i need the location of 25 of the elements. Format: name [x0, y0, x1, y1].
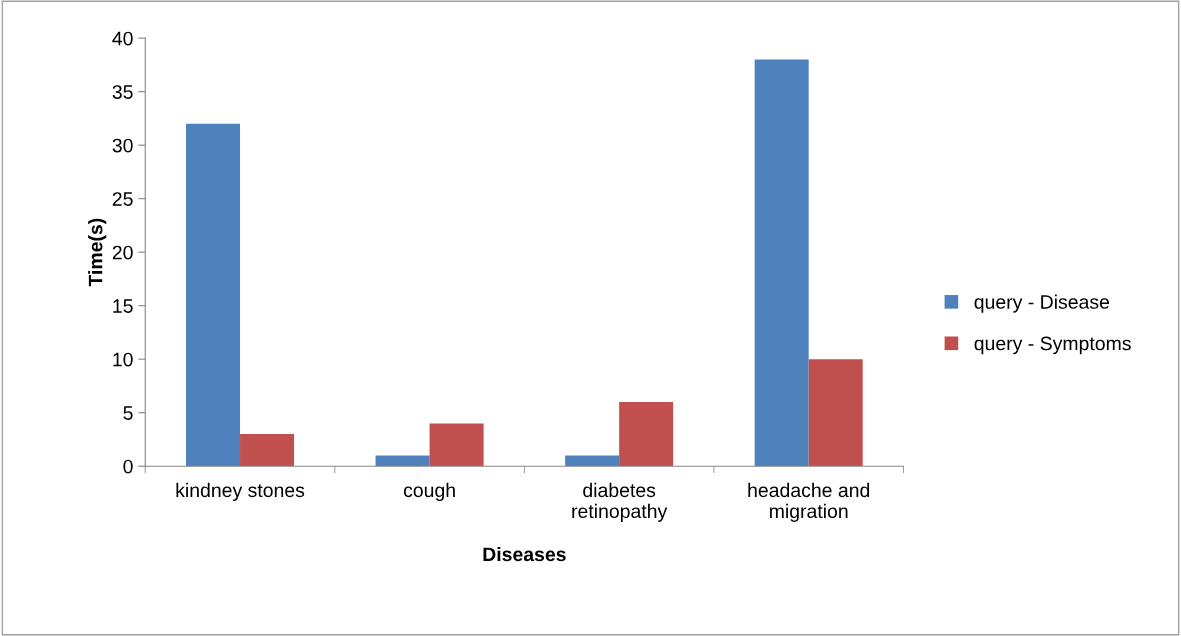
y-tick-label: 35: [112, 85, 133, 99]
x-tick-label: kindney stones: [176, 482, 305, 501]
x-tick-label: diabetes retinopathy: [572, 482, 668, 522]
legend-label: query - Disease: [974, 294, 1110, 313]
y-axis-title: Time(s): [88, 218, 107, 287]
legend-label: query - Symptoms: [974, 336, 1131, 355]
y-tick-label: 5: [123, 406, 133, 420]
bar: [808, 359, 863, 467]
bar: [375, 455, 430, 467]
y-tick-label: 40: [112, 31, 133, 46]
bar: [565, 455, 620, 467]
y-tick-label: 30: [112, 138, 133, 153]
x-tick-label: cough: [403, 482, 455, 501]
bar: [619, 401, 674, 467]
x-axis-title: Diseases: [483, 546, 566, 562]
y-tick-label: 25: [112, 192, 133, 206]
bar: [754, 59, 809, 467]
bar: [186, 123, 241, 467]
y-tick-label: 15: [113, 299, 133, 313]
y-tick-label: 0: [123, 459, 133, 474]
y-tick-label: 20: [112, 245, 133, 260]
x-tick-label: headache and migration: [748, 482, 870, 522]
bar: [240, 434, 295, 467]
y-tick-label: 10: [113, 352, 133, 367]
bar: [429, 423, 484, 467]
